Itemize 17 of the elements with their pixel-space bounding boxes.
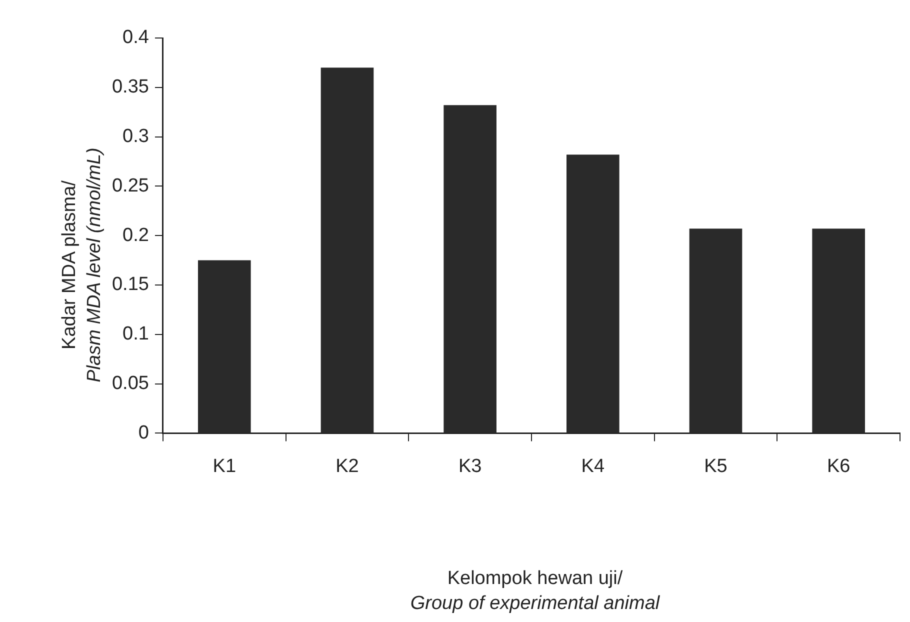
y-tick-label: 0.1 bbox=[122, 324, 149, 345]
x-tick-label: K3 bbox=[458, 456, 482, 477]
x-axis-title: Kelompok hewan uji/ Group of experimental animal bbox=[409, 567, 661, 616]
y-tick-label: 0.05 bbox=[112, 373, 149, 394]
x-tick-label: K4 bbox=[581, 456, 605, 477]
x-tick-label: K1 bbox=[212, 456, 236, 477]
x-tick-label: K5 bbox=[704, 456, 728, 477]
x-tick-label: K6 bbox=[826, 456, 850, 477]
y-tick-label: 0.2 bbox=[122, 224, 149, 246]
y-tick-label: 0.15 bbox=[112, 274, 149, 296]
y-axis-title: Kadar MDA plasma/ Plasm MDA level (nmol/mL) bbox=[58, 146, 106, 384]
x-tick-label: K2 bbox=[336, 456, 359, 477]
y-tick-label: 0 bbox=[138, 422, 149, 444]
y-tick-label: 0.4 bbox=[122, 27, 150, 48]
y-tick-label: 0.35 bbox=[112, 76, 149, 98]
y-tick-label: 0.3 bbox=[122, 126, 149, 148]
y-tick-label: 0.25 bbox=[112, 175, 149, 196]
